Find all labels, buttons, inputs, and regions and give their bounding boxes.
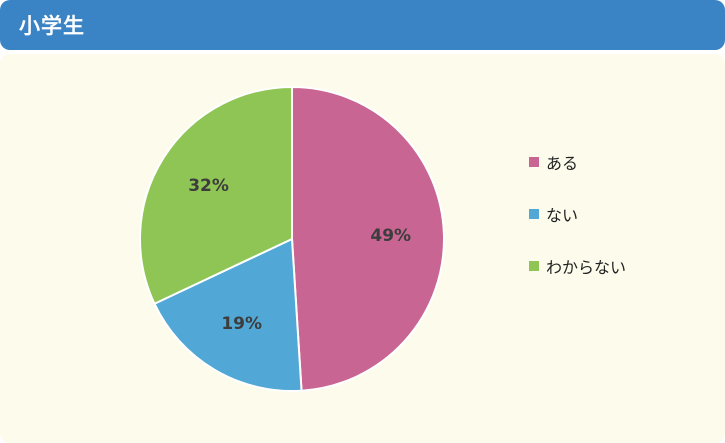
pie-slice-aru xyxy=(291,85,445,392)
legend-swatch xyxy=(529,157,539,167)
legend-label: ない xyxy=(546,206,579,225)
chart-legend: ある ない わからない xyxy=(529,150,626,306)
pie-slice-wakaranai xyxy=(139,85,293,306)
pie-label-nai: 19% xyxy=(221,314,262,334)
legend-label: わからない xyxy=(546,258,627,277)
pie-label-wakaranai: 32% xyxy=(188,176,229,196)
legend-swatch xyxy=(529,261,539,271)
legend-item-wakaranai: わからない xyxy=(529,254,626,278)
legend-label: ある xyxy=(546,154,579,173)
legend-item-aru: ある xyxy=(529,150,626,174)
page-title: 小学生 xyxy=(19,14,85,38)
header-bar: 小学生 xyxy=(0,0,725,50)
legend-item-nai: ない xyxy=(529,202,626,226)
legend-swatch xyxy=(529,209,539,219)
pie-label-aru: 49% xyxy=(370,226,411,246)
pie-slice-nai xyxy=(153,237,303,392)
